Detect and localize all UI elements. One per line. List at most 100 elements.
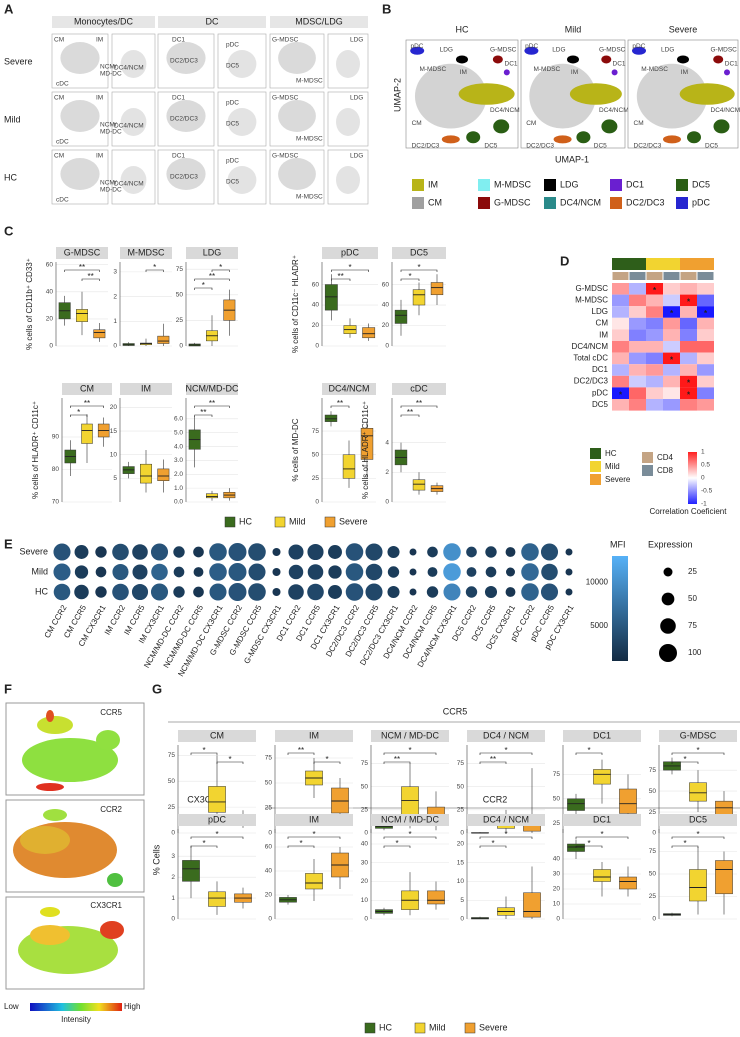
box [305, 873, 323, 890]
legend-swatch [544, 197, 556, 209]
y-tick-label: 0 [652, 916, 656, 923]
heat-cell [697, 352, 714, 365]
sig-label: * [504, 830, 507, 839]
sig-label: * [153, 263, 156, 272]
panel-title-bg [659, 814, 737, 826]
y-tick-label: 50 [312, 451, 320, 458]
box [567, 798, 585, 811]
sig-label: ** [337, 399, 343, 408]
legend-label: M-MDSC [494, 179, 531, 189]
row-label: Severe [19, 546, 48, 556]
intensity-bar [30, 1003, 122, 1011]
y-tick-label: 30 [553, 871, 561, 878]
heat-cell [680, 294, 697, 307]
heat-cell [663, 306, 680, 318]
gate-label: CM [54, 95, 64, 102]
dot [387, 545, 400, 559]
heat-cell [697, 294, 714, 307]
y-tick-label: 0 [268, 830, 272, 837]
y-tick-label: 75 [457, 760, 465, 767]
cluster [724, 69, 730, 76]
dot [505, 547, 516, 557]
sig-bracket [479, 761, 507, 764]
gate-label: LDG [350, 95, 363, 102]
panel-label: D [560, 253, 569, 268]
legend-label: CM [428, 197, 442, 207]
panel-title-bg [56, 247, 108, 259]
panel-title: NCM/MD-DC [186, 383, 239, 393]
cell-label: * [619, 390, 623, 399]
legend-swatch [412, 179, 424, 191]
y-tick-label: 50 [265, 780, 273, 787]
sig-bracket [216, 761, 244, 764]
y-tick-label: 20 [265, 892, 273, 899]
y-tick-label: 0 [556, 916, 560, 923]
dot [387, 566, 400, 578]
dot [53, 583, 71, 601]
cluster [569, 83, 622, 105]
heat-cell [612, 294, 629, 307]
sig-label: ** [298, 746, 304, 755]
panel-title-bg [392, 247, 446, 259]
box [157, 468, 170, 481]
sig-bracket [575, 845, 603, 848]
cluster [529, 63, 596, 129]
sig-label: ** [209, 272, 215, 281]
column-header: MDSC/LDG [295, 16, 343, 26]
legend-label: HC [379, 1022, 392, 1032]
panel-label: G [152, 681, 162, 696]
panel-title: DC5 [689, 814, 707, 824]
gate-label: DC5 [226, 179, 239, 186]
box [208, 786, 226, 813]
scale-tick-label: -1 [701, 501, 707, 508]
cluster-label: DC1 [505, 60, 518, 67]
row-label: Total cDC [573, 354, 608, 363]
density [60, 100, 100, 132]
panel-title: IM [309, 730, 319, 740]
sig-label: ** [79, 263, 85, 272]
legend-label: DC5 [692, 179, 710, 189]
scale-label: Low [4, 1002, 19, 1011]
y-tick-label: 10 [457, 878, 465, 885]
legend-swatch [224, 516, 236, 528]
y-tick-label: 4 [385, 439, 389, 446]
sig-bracket [383, 752, 437, 755]
panel-label: F [4, 681, 12, 696]
map-blob [20, 826, 70, 854]
heat-cell [663, 352, 680, 365]
map-blob [100, 921, 124, 939]
box [689, 782, 707, 802]
legend-label: Severe [605, 475, 631, 484]
y-tick-label: 2 [385, 469, 389, 476]
dot [288, 544, 304, 560]
y-tick-label: 0 [171, 916, 175, 923]
legend-label: HC [239, 516, 252, 526]
dot [248, 563, 266, 581]
sig-bracket [190, 845, 218, 848]
cluster-label: DC5 [484, 143, 497, 150]
sig-bracket [194, 278, 230, 281]
cluster [524, 46, 539, 55]
heat-cell [697, 341, 714, 353]
panel-title: pDC [341, 247, 360, 257]
heat-cell [680, 341, 697, 353]
cluster-label: DC2/DC3 [526, 143, 554, 150]
sig-label: * [202, 839, 205, 848]
sig-label: * [395, 839, 398, 848]
sig-bracket [575, 836, 629, 839]
legend-swatch [324, 516, 336, 528]
box [76, 309, 88, 322]
density [336, 50, 360, 78]
y-tick-label: 50 [649, 788, 657, 795]
panel-title-bg [62, 383, 112, 395]
y-tick-label: 20 [361, 878, 369, 885]
panel-title-bg [322, 383, 376, 395]
axis-label: % cells of MD-DC [291, 418, 300, 481]
dot [565, 568, 573, 576]
heat-cell [629, 352, 646, 365]
panel-title: DC5 [410, 247, 428, 257]
cluster-label: pDC [525, 43, 538, 50]
cluster [414, 63, 487, 129]
sig-label: * [587, 746, 590, 755]
dot [485, 546, 497, 558]
